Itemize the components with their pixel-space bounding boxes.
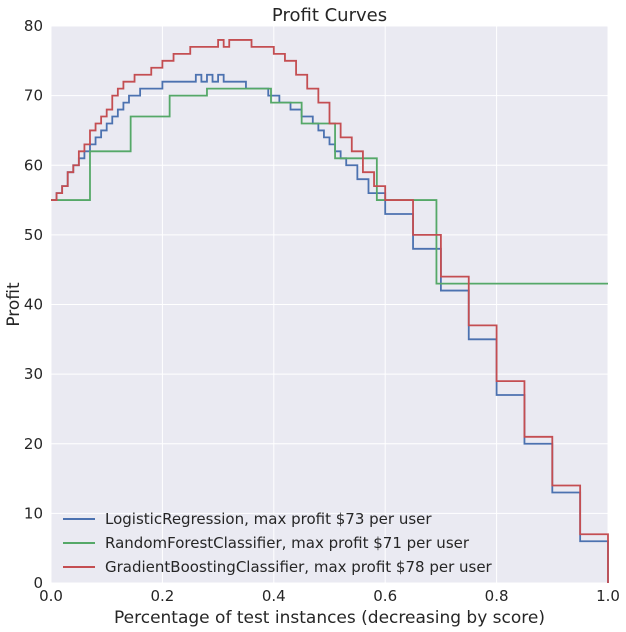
x-tick-labels: 0.0 0.2 0.4 0.6 0.8 1.0 bbox=[39, 587, 620, 605]
series-layer bbox=[51, 39, 609, 583]
x-tick-label: 0.6 bbox=[373, 587, 397, 605]
legend-label: LogisticRegression, max profit $73 per u… bbox=[105, 510, 432, 528]
y-tick-label: 40 bbox=[24, 296, 43, 314]
x-tick-label: 1.0 bbox=[596, 587, 620, 605]
y-tick-label: 0 bbox=[33, 574, 43, 592]
y-axis-label: Profit bbox=[4, 282, 24, 327]
y-tick-label: 50 bbox=[24, 226, 43, 244]
x-tick-label: 0.8 bbox=[485, 587, 509, 605]
y-tick-label: 30 bbox=[24, 365, 43, 383]
y-tick-label: 20 bbox=[24, 435, 43, 453]
y-tick-label: 10 bbox=[24, 504, 43, 522]
legend-label: GradientBoostingClassifier, max profit $… bbox=[105, 558, 493, 576]
x-tick-label: 0.0 bbox=[39, 587, 63, 605]
x-tick-label: 0.4 bbox=[262, 587, 286, 605]
chart-title: Profit Curves bbox=[272, 5, 387, 26]
legend: LogisticRegression, max profit $73 per u… bbox=[63, 510, 493, 576]
series-line-logistic-regression bbox=[51, 73, 609, 583]
grid-lines bbox=[50, 25, 609, 584]
series-line-random-forest bbox=[51, 87, 608, 285]
y-tick-label: 60 bbox=[24, 156, 43, 174]
x-tick-label: 0.2 bbox=[150, 587, 174, 605]
y-tick-label: 70 bbox=[24, 87, 43, 105]
series-line-gradient-boosting bbox=[51, 39, 609, 583]
y-tick-label: 80 bbox=[24, 17, 43, 35]
x-axis-label: Percentage of test instances (decreasing… bbox=[114, 608, 545, 628]
legend-label: RandomForestClassifier, max profit $71 p… bbox=[105, 534, 470, 552]
y-tick-labels: 0 10 20 30 40 50 60 70 80 bbox=[24, 17, 43, 592]
